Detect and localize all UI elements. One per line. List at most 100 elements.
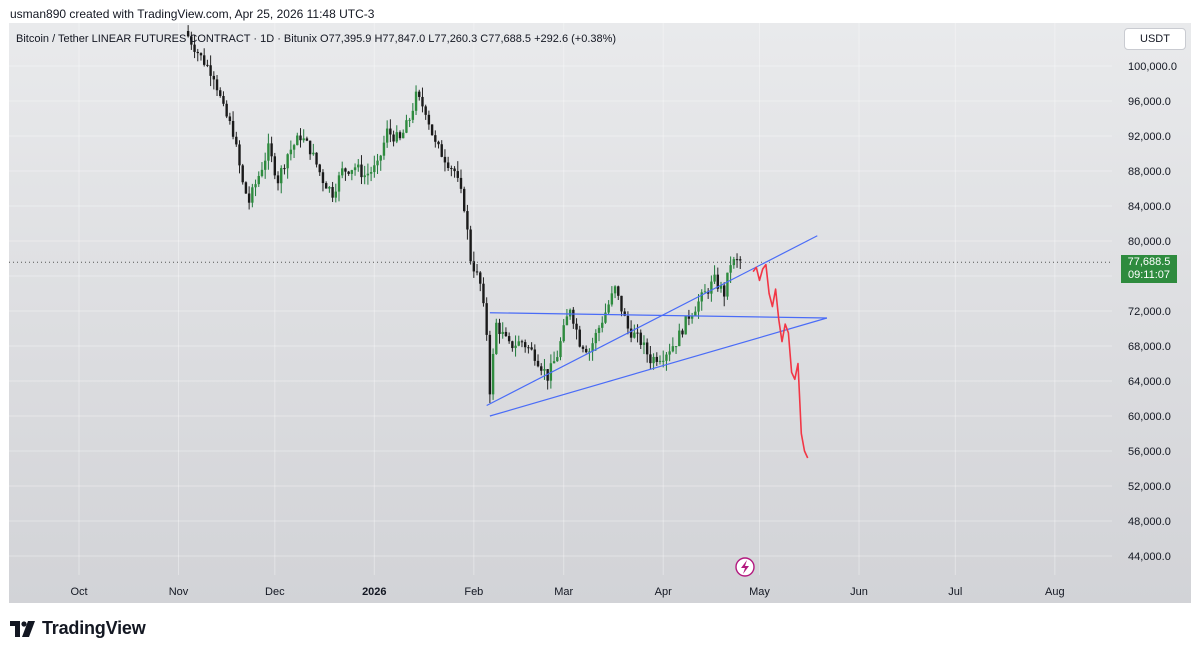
tradingview-logo-icon [10, 620, 35, 637]
candle-body [228, 116, 232, 121]
y-tick-label: 52,000.0 [1128, 481, 1171, 493]
y-tick-label: 60,000.0 [1128, 411, 1171, 423]
candle-body [726, 272, 729, 297]
candle-body [498, 322, 501, 334]
candle-body [430, 124, 434, 136]
x-tick-label: Nov [169, 586, 189, 598]
price-change: +292.6 (+0.38%) [534, 33, 617, 45]
channel-trendline [486, 235, 818, 407]
channel-trendline [489, 317, 828, 417]
y-tick-label: 48,000.0 [1128, 516, 1171, 528]
candle-body [286, 154, 289, 169]
candle-body [697, 301, 700, 312]
x-tick-label: Dec [265, 586, 285, 598]
candle-body [238, 144, 241, 166]
candle-body [703, 291, 707, 293]
ohlc-open: O77,395.9 [320, 33, 372, 45]
candle-body [520, 341, 524, 343]
candle-body [710, 281, 713, 294]
candle-body [411, 110, 415, 120]
candle-body [363, 175, 366, 178]
candle-body [681, 330, 684, 335]
candle-body [552, 361, 556, 364]
candle-body [739, 259, 742, 261]
candle-body [254, 184, 257, 188]
candle-body [507, 336, 511, 342]
candle-body [373, 165, 376, 173]
candle-body [491, 353, 495, 395]
x-tick-label: Oct [70, 586, 87, 598]
candle-body [418, 91, 421, 97]
candle-body [353, 167, 357, 171]
candle-body [402, 132, 405, 139]
candle-body [716, 274, 719, 289]
y-tick-label: 100,000.0 [1128, 61, 1177, 73]
candle-body [395, 132, 398, 142]
candle-body [601, 322, 604, 328]
last-price-badge: 77,688.5 09:11:07 [1121, 255, 1177, 284]
candle-body [540, 366, 543, 371]
candle-body [440, 144, 443, 157]
symbol-title: Bitcoin / Tether LINEAR FUTURES CONTRACT… [16, 33, 317, 45]
candle-body [578, 329, 581, 347]
candle-body [456, 171, 459, 178]
candle-body [446, 162, 450, 169]
candle-body [305, 138, 309, 141]
candle-body [572, 309, 575, 324]
candle-body [482, 283, 485, 304]
symbol-legend: Bitcoin / Tether LINEAR FUTURES CONTRACT… [16, 33, 616, 45]
candle-body [633, 332, 636, 338]
ohlc-high: H77,847.0 [374, 33, 426, 45]
candle-body [713, 274, 716, 282]
candle-body [414, 91, 418, 111]
candle-body [511, 341, 514, 349]
candle-body [408, 119, 411, 121]
candle-body [463, 188, 466, 212]
candle-body [617, 286, 620, 296]
footer-brand[interactable]: TradingView [10, 618, 146, 639]
candle-body [292, 145, 296, 150]
ohlc-close: C77,688.5 [480, 33, 532, 45]
candle-body [206, 64, 209, 66]
candle-body [350, 170, 354, 174]
candle-body [324, 183, 328, 189]
candle-body [610, 293, 614, 305]
candle-body [575, 323, 578, 330]
candle-body [235, 136, 238, 145]
candle-body [546, 369, 549, 381]
candle-body [360, 164, 363, 178]
candle-body [296, 135, 299, 146]
candle-body [623, 311, 626, 316]
candle-body [562, 325, 565, 342]
candle-body [652, 356, 655, 364]
candle-body [613, 286, 617, 294]
candle-body [427, 114, 431, 125]
candle-body [662, 360, 665, 362]
y-tick-label: 44,000.0 [1128, 551, 1171, 563]
candle-body [533, 349, 537, 361]
candle-body [658, 360, 662, 362]
chart-attribution: usman890 created with TradingView.com, A… [10, 7, 375, 21]
candle-body [559, 341, 562, 358]
candle-body [308, 140, 312, 155]
candle-body [687, 315, 691, 319]
candle-body [257, 175, 260, 185]
candle-body [328, 186, 331, 189]
y-tick-label: 80,000.0 [1128, 236, 1171, 248]
candle-body [475, 271, 479, 273]
candle-body [501, 331, 504, 334]
chart-pane[interactable] [9, 23, 1191, 603]
candle-body [273, 156, 277, 176]
candle-body [270, 143, 273, 157]
candle-body [729, 265, 732, 273]
candle-body [299, 135, 302, 141]
candle-body [443, 156, 447, 163]
candle-body [196, 51, 199, 54]
currency-button[interactable]: USDT [1124, 28, 1186, 50]
candle-body [405, 120, 408, 133]
candle-body [334, 191, 337, 198]
candle-body [315, 152, 318, 165]
candle-body [209, 65, 212, 76]
y-tick-label: 68,000.0 [1128, 341, 1171, 353]
